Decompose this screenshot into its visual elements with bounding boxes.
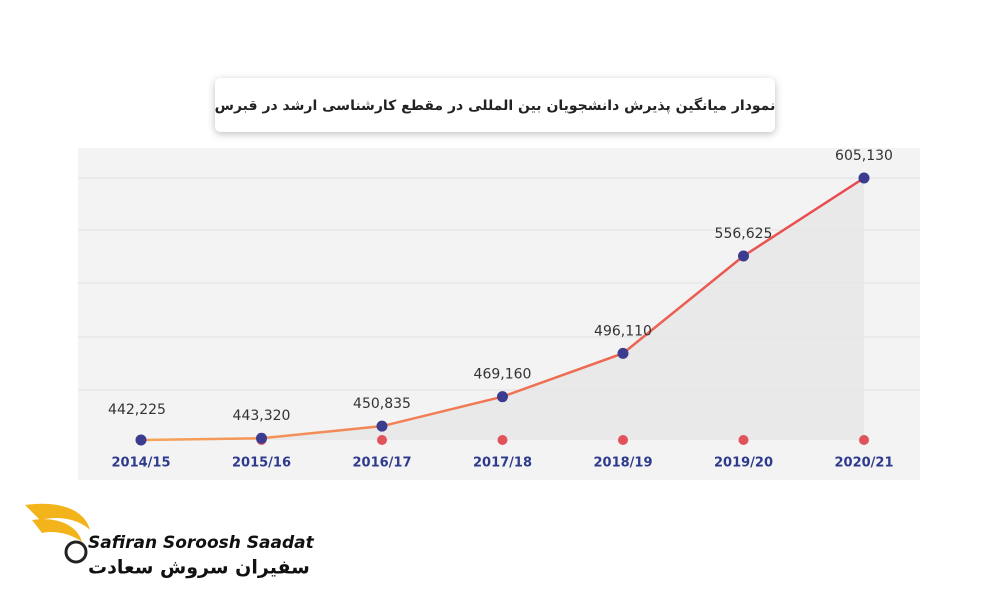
data-label: 443,320 [233,408,291,424]
logo-persian: سفیران سروش سعادت [88,557,310,579]
marker [135,434,147,446]
marker [858,172,870,184]
area [141,178,864,440]
data-label: 556,625 [715,226,773,242]
title-box [215,78,775,132]
marker [497,391,508,403]
baseline-dot [859,435,869,445]
logo: Safiran Soroosh Saadat سفیران سروش سعادت [25,503,315,579]
x-tick-label: 2018/19 [593,456,652,471]
marker [617,347,629,359]
baseline-dot [618,435,628,445]
logo-wing [32,519,82,542]
data-label: 450,835 [353,396,411,412]
logo-wing [25,503,90,530]
data-label: 442,225 [108,402,166,418]
logo-mark [64,540,88,564]
marker [738,250,749,262]
x-tick-label: 2020/21 [834,456,893,471]
x-tick-label: 2019/20 [714,456,773,471]
chart-title: نمودار میانگین پذیرش دانشجویان بین الملل… [215,97,776,114]
data-label: 605,130 [835,148,893,164]
baseline-dot [377,435,387,445]
marker [256,432,267,444]
x-tick-label: 2017/18 [473,456,532,471]
x-tick-label: 2015/16 [232,456,291,471]
x-tick-label: 2014/15 [111,456,170,471]
x-tick-label: 2016/17 [352,456,411,471]
logo-latin: Safiran Soroosh Saadat [88,533,315,553]
baseline-dot [497,435,508,445]
baseline-dot [738,435,749,445]
marker [376,420,388,432]
data-label: 469,160 [474,367,532,383]
data-label: 496,110 [594,323,652,339]
